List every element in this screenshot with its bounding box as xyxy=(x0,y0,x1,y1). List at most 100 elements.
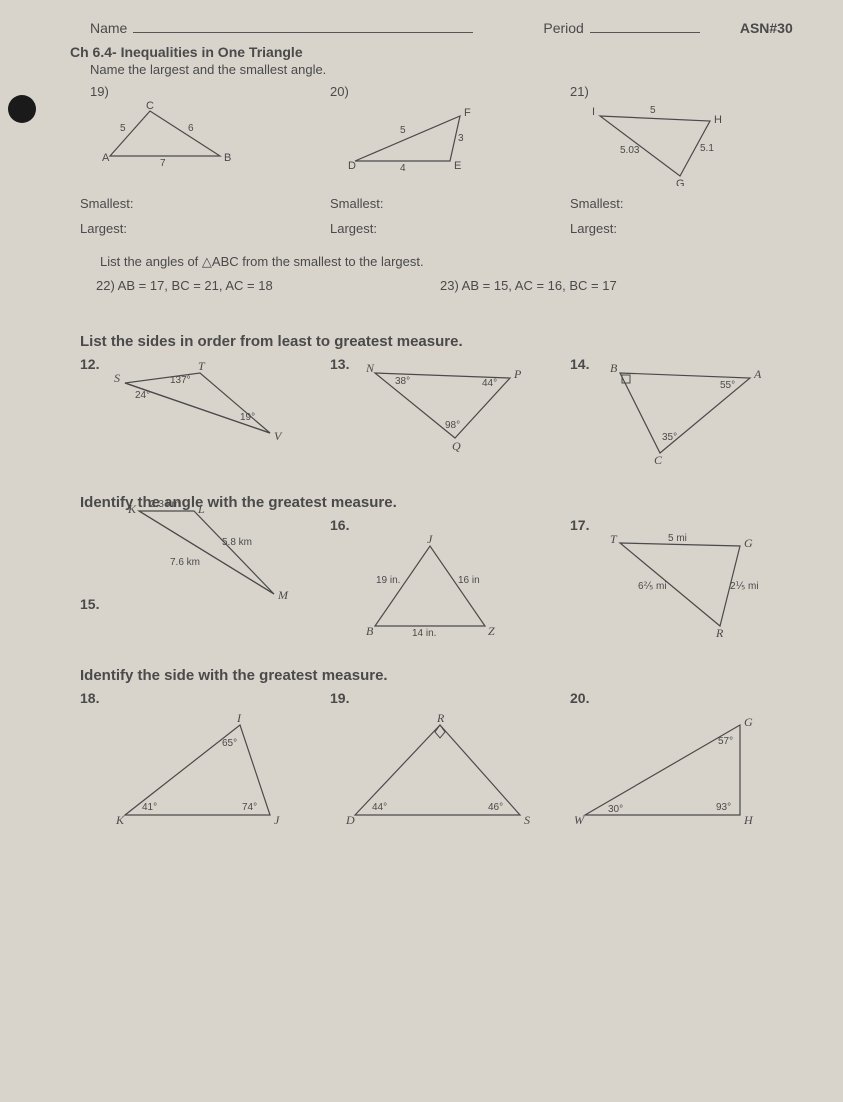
greatest-side-row: 18. K I J 41° 65° 74° 19. D R S 44° 46° xyxy=(80,690,803,830)
vertex-R19: R xyxy=(436,711,445,725)
vertex-T: T xyxy=(198,359,206,373)
problem-12-num: 12. xyxy=(80,356,99,372)
sides-row: 12. S T V 137° 19° 24° 13. N P Q 38° 44° xyxy=(80,356,803,468)
angle-98: 98° xyxy=(445,420,460,431)
largest-19: Largest: xyxy=(80,221,310,236)
triangle-20: D E F 4 3 5 xyxy=(330,101,490,171)
triangle-19b: D R S 44° 46° xyxy=(340,710,540,830)
header: Name Period ASN#30 xyxy=(90,20,803,36)
problem-14-num: 14. xyxy=(570,356,589,372)
side-bz: 14 in. xyxy=(412,628,436,639)
triangle-16: B J Z 19 in. 16 in 14 in. xyxy=(350,531,530,641)
vertex-R17: R xyxy=(715,626,724,640)
vertex-A: A xyxy=(102,152,110,164)
vertex-B: B xyxy=(224,152,231,164)
angle-35: 35° xyxy=(662,432,677,443)
vertex-H: H xyxy=(714,114,722,126)
side-5: 5 xyxy=(120,123,126,134)
problem-20b-num: 20. xyxy=(570,690,589,706)
vertex-C: C xyxy=(146,101,154,112)
angle-74: 74° xyxy=(242,802,257,813)
side-kl: 2.3 km xyxy=(150,499,180,510)
name-label: Name xyxy=(90,20,127,36)
largest-20: Largest: xyxy=(330,221,550,236)
vertex-G: G xyxy=(676,178,685,186)
vertex-A14: A xyxy=(753,367,762,381)
problem-17-num: 17. xyxy=(570,517,589,533)
angle-137: 137° xyxy=(170,375,191,386)
vertex-S19: S xyxy=(524,813,530,827)
vertex-G17: G xyxy=(744,536,753,550)
vertex-I18: I xyxy=(236,711,242,725)
chapter-title: Ch 6.4- Inequalities in One Triangle xyxy=(70,44,803,60)
smallest-19: Smallest: xyxy=(80,196,310,211)
problem-16-num: 16. xyxy=(330,517,349,533)
vertex-B16: B xyxy=(366,624,374,638)
problem-15-num: 15. xyxy=(80,596,99,612)
vertex-D: D xyxy=(348,160,356,171)
vertex-P: P xyxy=(513,367,522,381)
vertex-M: M xyxy=(277,588,289,602)
smallest-20: Smallest: xyxy=(330,196,550,211)
side-4: 4 xyxy=(400,163,406,171)
period-label: Period xyxy=(543,20,583,36)
greatest-side-instruction: Identify the side with the greatest meas… xyxy=(80,667,803,684)
side-gr: 2⅕ mi xyxy=(730,581,759,592)
problem-18-num: 18. xyxy=(80,690,99,706)
vertex-W: W xyxy=(574,813,585,827)
problem-22: 22) AB = 17, BC = 21, AC = 18 xyxy=(100,278,420,293)
angle-19: 19° xyxy=(240,412,255,423)
side-lm: 5.8 km xyxy=(222,537,252,548)
vertex-J16: J xyxy=(427,532,433,546)
side-3: 3 xyxy=(458,133,464,144)
side-km: 7.6 km xyxy=(170,557,200,568)
side-ih: 5 xyxy=(650,105,656,116)
angle-24: 24° xyxy=(135,390,150,401)
triangle-12: S T V 137° 19° 24° xyxy=(110,358,310,448)
problem-20-num: 20) xyxy=(330,84,349,99)
triangle-20b: W G H 30° 57° 93° xyxy=(570,710,770,830)
vertex-N: N xyxy=(365,361,375,375)
vertex-I: I xyxy=(592,106,595,118)
side-5b: 5 xyxy=(400,125,406,136)
triangle-13: N P Q 38° 44° 98° xyxy=(360,358,540,458)
vertex-L: L xyxy=(197,502,205,516)
vertex-Z: Z xyxy=(488,624,495,638)
asn-number: ASN#30 xyxy=(740,20,793,36)
side-6: 6 xyxy=(188,123,194,134)
angle-57: 57° xyxy=(718,736,733,747)
angle-44b: 44° xyxy=(372,802,387,813)
vertex-T17: T xyxy=(610,532,618,546)
name-blank[interactable] xyxy=(133,32,473,33)
largest-21: Largest: xyxy=(570,221,770,236)
triangle-19: A B C 7 6 5 xyxy=(90,101,250,171)
vertex-J18: J xyxy=(274,813,280,827)
vertex-Q: Q xyxy=(452,439,461,453)
greatest-angle-row: 15. K L M 2.3 km 7.6 km 5.8 km 16. B J Z… xyxy=(80,517,803,641)
side-gh: 5.1 xyxy=(700,143,714,154)
side-jz: 16 in xyxy=(458,575,480,586)
period-blank[interactable] xyxy=(590,32,700,33)
smallest-21: Smallest: xyxy=(570,196,770,211)
triangle-14: B A C 55° 35° xyxy=(600,358,780,468)
angle-65: 65° xyxy=(222,738,237,749)
angle-46: 46° xyxy=(488,802,503,813)
punch-hole xyxy=(8,95,36,123)
side-ig: 5.03 xyxy=(620,145,640,156)
angle-instruction: List the angles of △ABC from the smalles… xyxy=(100,254,803,270)
vertex-B14: B xyxy=(610,361,618,375)
vertex-G20: G xyxy=(744,715,753,729)
side-tr: 6⅖ mi xyxy=(638,581,667,592)
answers-row-1: Smallest: Largest: Smallest: Largest: Sm… xyxy=(80,192,803,236)
side-7: 7 xyxy=(160,158,166,169)
triangle-17: T G R 5 mi 6⅖ mi 2⅕ mi xyxy=(590,531,770,641)
problem-19b-num: 19. xyxy=(330,690,349,706)
vertex-C14: C xyxy=(654,453,663,467)
angle-44: 44° xyxy=(482,378,497,389)
instruction-1: Name the largest and the smallest angle. xyxy=(90,62,803,77)
angle-55: 55° xyxy=(720,380,735,391)
vertex-F: F xyxy=(464,107,471,119)
side-tg: 5 mi xyxy=(668,533,687,544)
angle-30: 30° xyxy=(608,804,623,815)
worksheet-page: Name Period ASN#30 Ch 6.4- Inequalities … xyxy=(50,20,803,1082)
